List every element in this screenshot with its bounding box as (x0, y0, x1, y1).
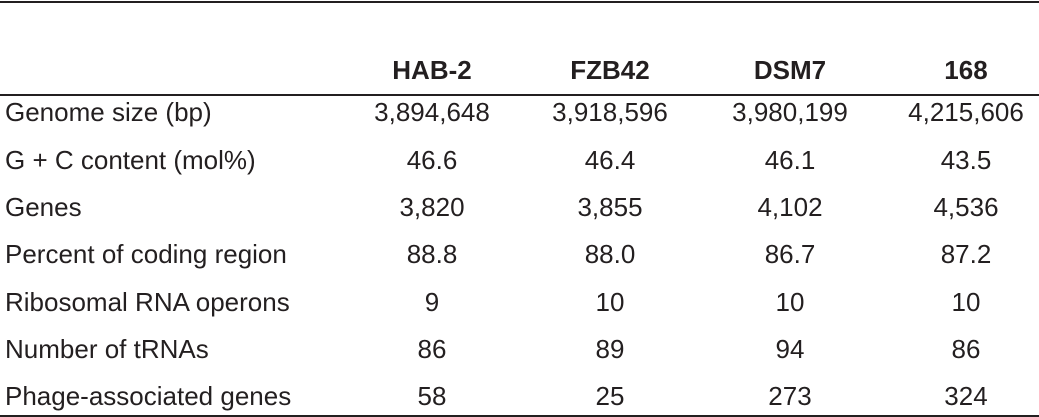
table-cell: 86 (417, 334, 447, 364)
table-cell: 3,820 (399, 192, 465, 222)
table-cell: 9 (424, 287, 440, 317)
bottom-rule (0, 415, 1039, 417)
table-cell: 43.5 (940, 145, 992, 175)
table-cell: 10 (951, 287, 981, 317)
column-header: DSM7 (753, 55, 827, 85)
table-cell: 3,894,648 (374, 97, 490, 127)
header-rule (0, 94, 1039, 96)
row-label: Ribosomal RNA operons (5, 287, 290, 317)
table-cell: 58 (417, 381, 447, 411)
table-cell: 88.8 (406, 239, 458, 269)
row-label: Number of tRNAs (5, 334, 209, 364)
table-cell: 4,536 (933, 192, 999, 222)
table-cell: 46.1 (764, 145, 816, 175)
table-cell: 273 (768, 381, 812, 411)
table-cell: 94 (775, 334, 805, 364)
row-label: Percent of coding region (5, 239, 287, 269)
column-header: FZB42 (570, 55, 650, 85)
table-cell: 86 (951, 334, 981, 364)
column-header: 168 (944, 55, 988, 85)
table-cell: 324 (944, 381, 988, 411)
row-label: Genes (5, 192, 82, 222)
table-cell: 3,918,596 (552, 97, 668, 127)
table-cell: 46.6 (406, 145, 458, 175)
table-cell: 25 (595, 381, 625, 411)
row-label: Phage-associated genes (5, 381, 292, 411)
table-cell: 86.7 (764, 239, 816, 269)
table-cell: 4,215,606 (908, 97, 1024, 127)
table-cell: 87.2 (940, 239, 992, 269)
top-rule (0, 1, 1039, 3)
table-cell: 4,102 (757, 192, 823, 222)
column-header: HAB-2 (392, 55, 472, 85)
row-label: Genome size (bp) (5, 97, 212, 127)
table-cell: 89 (595, 334, 625, 364)
table-cell: 3,855 (577, 192, 643, 222)
table-cell: 88.0 (584, 239, 636, 269)
table-cell: 46.4 (584, 145, 636, 175)
row-label: G + C content (mol%) (5, 145, 256, 175)
table-cell: 10 (775, 287, 805, 317)
table-cell: 3,980,199 (732, 97, 848, 127)
table-cell: 10 (595, 287, 625, 317)
